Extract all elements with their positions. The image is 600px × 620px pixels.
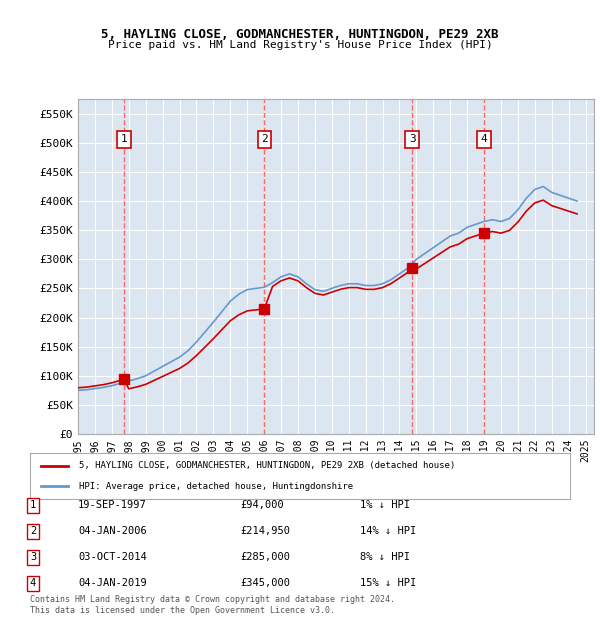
Text: £214,950: £214,950	[240, 526, 290, 536]
Text: 4: 4	[30, 578, 36, 588]
Text: Price paid vs. HM Land Registry's House Price Index (HPI): Price paid vs. HM Land Registry's House …	[107, 40, 493, 50]
Text: 4: 4	[481, 135, 488, 144]
Text: £285,000: £285,000	[240, 552, 290, 562]
Text: £345,000: £345,000	[240, 578, 290, 588]
Text: 8% ↓ HPI: 8% ↓ HPI	[360, 552, 410, 562]
Text: 15% ↓ HPI: 15% ↓ HPI	[360, 578, 416, 588]
Text: 04-JAN-2006: 04-JAN-2006	[78, 526, 147, 536]
Text: 2: 2	[261, 135, 268, 144]
Text: 14% ↓ HPI: 14% ↓ HPI	[360, 526, 416, 536]
Text: 2: 2	[30, 526, 36, 536]
Text: 03-OCT-2014: 03-OCT-2014	[78, 552, 147, 562]
Text: 19-SEP-1997: 19-SEP-1997	[78, 500, 147, 510]
Text: 5, HAYLING CLOSE, GODMANCHESTER, HUNTINGDON, PE29 2XB: 5, HAYLING CLOSE, GODMANCHESTER, HUNTING…	[101, 28, 499, 41]
Text: 3: 3	[409, 135, 416, 144]
Text: 5, HAYLING CLOSE, GODMANCHESTER, HUNTINGDON, PE29 2XB (detached house): 5, HAYLING CLOSE, GODMANCHESTER, HUNTING…	[79, 461, 455, 470]
Text: 1: 1	[30, 500, 36, 510]
Text: Contains HM Land Registry data © Crown copyright and database right 2024.: Contains HM Land Registry data © Crown c…	[30, 595, 395, 604]
Text: 3: 3	[30, 552, 36, 562]
Text: This data is licensed under the Open Government Licence v3.0.: This data is licensed under the Open Gov…	[30, 606, 335, 615]
Text: £94,000: £94,000	[240, 500, 284, 510]
Text: HPI: Average price, detached house, Huntingdonshire: HPI: Average price, detached house, Hunt…	[79, 482, 353, 490]
Text: 1: 1	[121, 135, 127, 144]
Text: 04-JAN-2019: 04-JAN-2019	[78, 578, 147, 588]
Text: 1% ↓ HPI: 1% ↓ HPI	[360, 500, 410, 510]
